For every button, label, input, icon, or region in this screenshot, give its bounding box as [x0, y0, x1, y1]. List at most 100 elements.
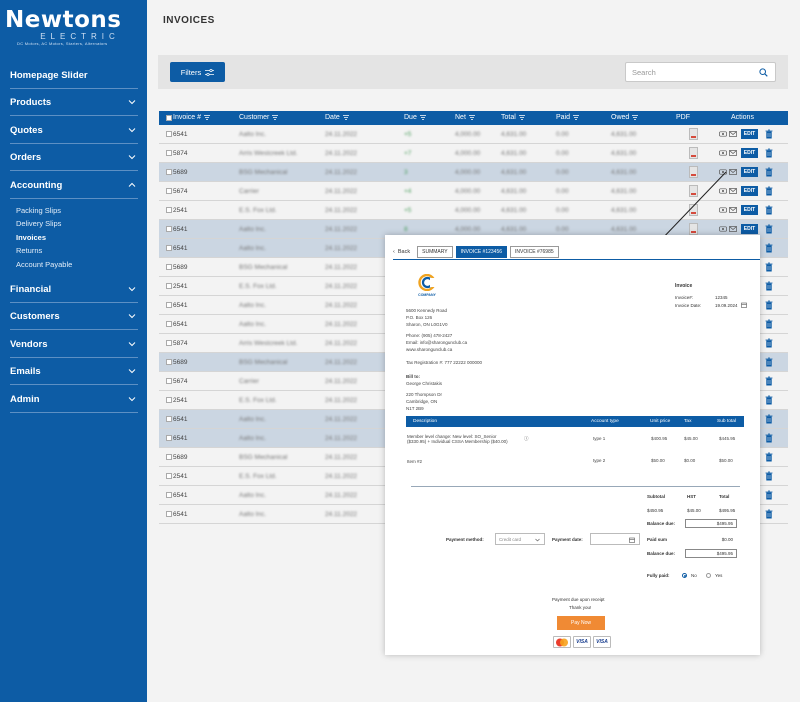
balance-due-field[interactable]: $495.95: [685, 519, 737, 528]
delete-icon[interactable]: [765, 205, 773, 215]
chevron-down-icon[interactable]: [128, 395, 136, 403]
row-checkbox[interactable]: [166, 397, 172, 403]
delete-icon[interactable]: [765, 433, 773, 443]
column-header-pdf[interactable]: PDF: [676, 114, 690, 121]
delete-icon[interactable]: [765, 129, 773, 139]
sidebar-subitem-packing-slips[interactable]: Packing Slips: [16, 206, 62, 215]
calendar-icon[interactable]: [741, 302, 747, 308]
edit-button[interactable]: EDIT: [741, 186, 758, 196]
column-header-date[interactable]: Date: [325, 114, 349, 121]
table-row[interactable]: 5674 Carrier 24.11.2022 +4 4,000.00 4,631.00 0…: [159, 182, 788, 201]
delete-icon[interactable]: [765, 395, 773, 405]
row-checkbox[interactable]: [166, 131, 172, 137]
table-row[interactable]: 5689 BSG Mechanical 24.11.2022 3 4,000.00 4,6…: [159, 163, 788, 182]
sidebar-item-financial[interactable]: Financial: [10, 276, 138, 303]
balance-due-field-2[interactable]: $495.95: [685, 549, 737, 558]
column-header-invoice[interactable]: Invoice #: [173, 114, 211, 121]
pdf-icon[interactable]: [689, 166, 698, 178]
chevron-down-icon[interactable]: [128, 153, 136, 161]
row-checkbox[interactable]: [166, 188, 172, 194]
select-all-checkbox[interactable]: [166, 115, 172, 121]
email-icon[interactable]: [728, 130, 737, 137]
row-checkbox[interactable]: [166, 435, 172, 441]
row-checkbox[interactable]: [166, 302, 172, 308]
column-header-actions[interactable]: Actions: [731, 114, 754, 121]
row-checkbox[interactable]: [166, 416, 172, 422]
row-checkbox[interactable]: [166, 245, 172, 251]
row-checkbox[interactable]: [166, 150, 172, 156]
payment-date-input[interactable]: [590, 533, 640, 545]
row-checkbox[interactable]: [166, 492, 172, 498]
pdf-icon[interactable]: [689, 223, 698, 235]
column-header-paid[interactable]: Paid: [556, 114, 580, 121]
edit-button[interactable]: EDIT: [741, 205, 758, 215]
edit-button[interactable]: EDIT: [741, 224, 758, 234]
sidebar-subitem-returns[interactable]: Returns: [16, 246, 43, 255]
edit-button[interactable]: EDIT: [741, 129, 758, 139]
delete-icon[interactable]: [765, 319, 773, 329]
paid-sum-field[interactable]: $0.00: [685, 535, 737, 544]
chevron-up-icon[interactable]: [128, 181, 136, 189]
row-checkbox[interactable]: [166, 454, 172, 460]
fully-paid-yes-radio[interactable]: [706, 573, 711, 578]
delete-icon[interactable]: [765, 490, 773, 500]
delete-icon[interactable]: [765, 167, 773, 177]
preview-icon[interactable]: [719, 150, 727, 156]
edit-button[interactable]: EDIT: [741, 167, 758, 177]
sidebar-item-vendors[interactable]: Vendors: [10, 331, 138, 358]
chevron-down-icon[interactable]: [128, 98, 136, 106]
table-row[interactable]: 2541 E.S. Fox Ltd. 24.11.2022 +5 4,000.00 4,6…: [159, 201, 788, 220]
row-checkbox[interactable]: [166, 359, 172, 365]
row-checkbox[interactable]: [166, 321, 172, 327]
pay-now-button[interactable]: Pay Now: [557, 616, 605, 630]
sort-icon[interactable]: [632, 114, 639, 120]
delete-icon[interactable]: [765, 300, 773, 310]
chevron-down-icon[interactable]: [128, 367, 136, 375]
row-checkbox[interactable]: [166, 283, 172, 289]
delete-icon[interactable]: [765, 452, 773, 462]
row-checkbox[interactable]: [166, 473, 172, 479]
pdf-icon[interactable]: [689, 185, 698, 197]
pdf-icon[interactable]: [689, 128, 698, 140]
sort-icon[interactable]: [468, 114, 475, 120]
sidebar-item-emails[interactable]: Emails: [10, 358, 138, 385]
delete-icon[interactable]: [765, 148, 773, 158]
calendar-icon[interactable]: [629, 537, 635, 543]
tab-invoice-76985[interactable]: INVOICE #76985: [510, 245, 559, 258]
chevron-down-icon[interactable]: [128, 340, 136, 348]
sort-icon[interactable]: [204, 114, 211, 120]
delete-icon[interactable]: [765, 186, 773, 196]
row-checkbox[interactable]: [166, 378, 172, 384]
row-checkbox[interactable]: [166, 264, 172, 270]
row-checkbox[interactable]: [166, 169, 172, 175]
sidebar-item-orders[interactable]: Orders: [10, 144, 138, 171]
chevron-down-icon[interactable]: [128, 126, 136, 134]
edit-button[interactable]: EDIT: [741, 148, 758, 158]
email-icon[interactable]: [728, 149, 737, 156]
row-checkbox[interactable]: [166, 207, 172, 213]
back-button[interactable]: ‹ Back: [393, 248, 411, 255]
delete-icon[interactable]: [765, 281, 773, 291]
sort-icon[interactable]: [272, 114, 279, 120]
column-header-due[interactable]: Due: [404, 114, 426, 121]
delete-icon[interactable]: [765, 224, 773, 234]
sidebar-item-accounting[interactable]: Accounting: [10, 172, 138, 199]
sort-icon[interactable]: [419, 114, 426, 120]
table-row[interactable]: 6541 Aalto Inc. 24.11.2022 +5 4,000.00 4,631.…: [159, 125, 788, 144]
payment-method-select[interactable]: Credit card: [495, 533, 545, 545]
delete-icon[interactable]: [765, 414, 773, 424]
search-icon[interactable]: [759, 68, 768, 77]
preview-icon[interactable]: [719, 169, 727, 175]
column-header-owed[interactable]: Owed: [611, 114, 639, 121]
chevron-down-icon[interactable]: [128, 285, 136, 293]
pdf-icon[interactable]: [689, 147, 698, 159]
column-header-net[interactable]: Net: [455, 114, 475, 121]
row-checkbox[interactable]: [166, 511, 172, 517]
tab-summary[interactable]: SUMMARY: [417, 245, 453, 258]
filters-button[interactable]: Filters: [170, 62, 225, 82]
fully-paid-no-radio[interactable]: [682, 573, 687, 578]
email-icon[interactable]: [728, 225, 737, 232]
tab-invoice-123456[interactable]: INVOICE #123456: [455, 245, 508, 258]
sidebar-subitem-account-payable[interactable]: Account Payable: [16, 260, 73, 269]
column-header-customer[interactable]: Customer: [239, 114, 279, 121]
